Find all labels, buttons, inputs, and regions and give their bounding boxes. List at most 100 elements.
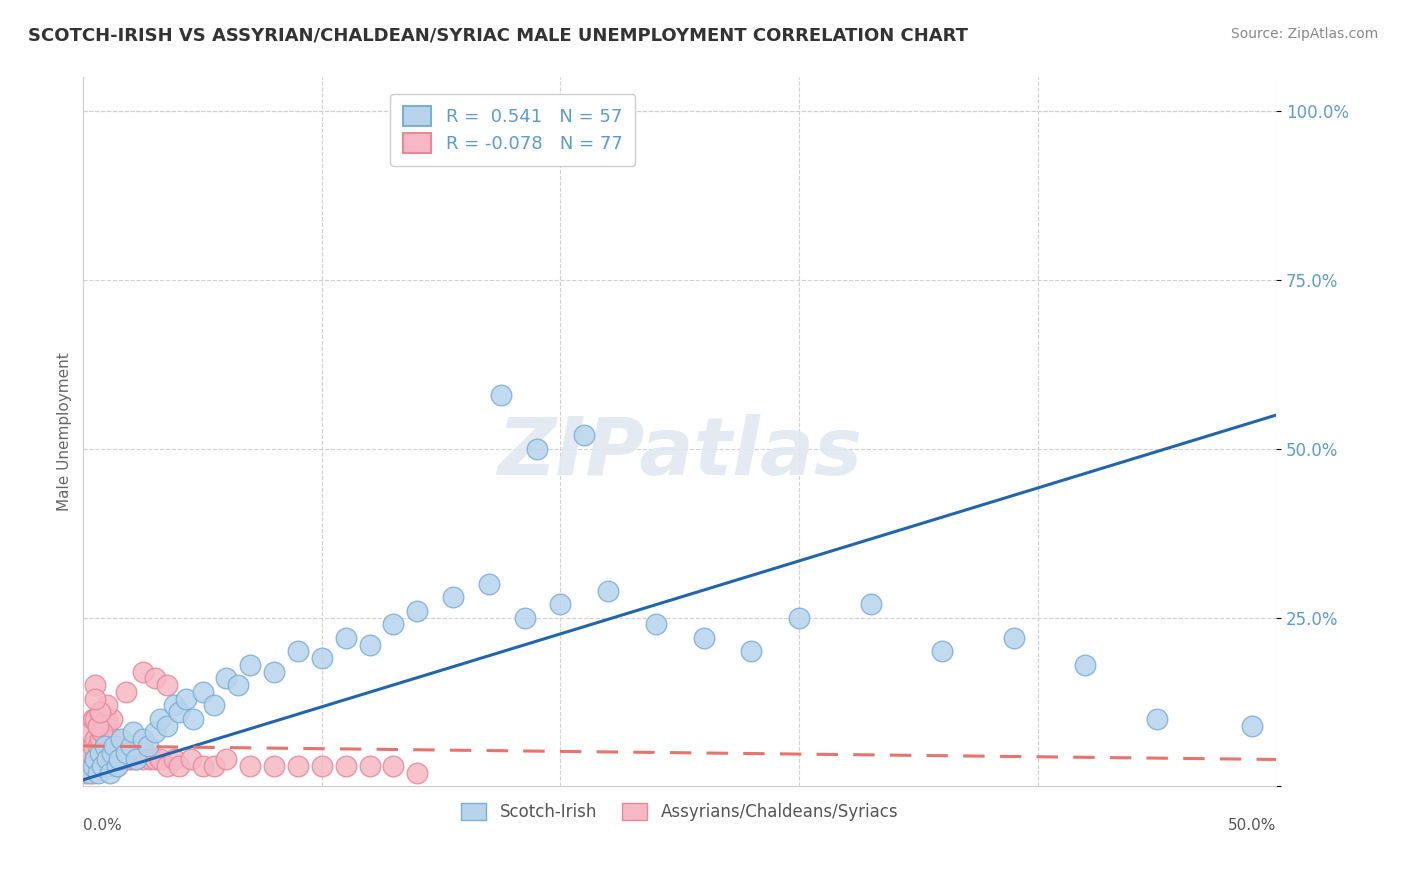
Point	[110, 732, 132, 747]
Point	[311, 651, 333, 665]
Point	[204, 698, 226, 713]
Point	[335, 759, 357, 773]
Point	[174, 691, 197, 706]
Point	[167, 759, 190, 773]
Point	[134, 746, 156, 760]
Point	[859, 597, 882, 611]
Point	[263, 759, 285, 773]
Point	[91, 725, 114, 739]
Point	[156, 719, 179, 733]
Point	[550, 597, 572, 611]
Point	[77, 752, 100, 766]
Point	[86, 766, 108, 780]
Point	[143, 672, 166, 686]
Point	[191, 685, 214, 699]
Point	[96, 698, 118, 713]
Point	[180, 752, 202, 766]
Point	[215, 752, 238, 766]
Point	[108, 752, 131, 766]
Point	[513, 610, 536, 624]
Point	[740, 644, 762, 658]
Point	[105, 759, 128, 773]
Point	[84, 752, 107, 766]
Point	[125, 752, 148, 766]
Point	[86, 719, 108, 733]
Point	[103, 732, 125, 747]
Point	[263, 665, 285, 679]
Point	[103, 752, 125, 766]
Point	[120, 739, 142, 753]
Point	[79, 759, 101, 773]
Point	[84, 712, 107, 726]
Point	[787, 610, 810, 624]
Point	[82, 712, 104, 726]
Point	[228, 678, 250, 692]
Point	[406, 766, 429, 780]
Point	[91, 759, 114, 773]
Point	[96, 752, 118, 766]
Point	[156, 759, 179, 773]
Point	[136, 739, 159, 753]
Y-axis label: Male Unemployment: Male Unemployment	[58, 352, 72, 511]
Point	[117, 752, 139, 766]
Point	[84, 752, 107, 766]
Point	[82, 766, 104, 780]
Point	[191, 759, 214, 773]
Point	[96, 746, 118, 760]
Point	[86, 759, 108, 773]
Point	[239, 657, 262, 672]
Point	[132, 732, 155, 747]
Point	[287, 644, 309, 658]
Point	[94, 752, 117, 766]
Point	[382, 617, 405, 632]
Point	[156, 678, 179, 692]
Point	[1146, 712, 1168, 726]
Point	[163, 752, 186, 766]
Legend: Scotch-Irish, Assyrians/Chaldeans/Syriacs: Scotch-Irish, Assyrians/Chaldeans/Syriac…	[454, 797, 904, 828]
Point	[115, 746, 138, 760]
Point	[120, 739, 142, 753]
Point	[94, 739, 117, 753]
Point	[149, 712, 172, 726]
Point	[84, 678, 107, 692]
Point	[287, 759, 309, 773]
Point	[359, 759, 381, 773]
Point	[163, 698, 186, 713]
Point	[86, 719, 108, 733]
Point	[101, 712, 124, 726]
Point	[79, 725, 101, 739]
Point	[105, 759, 128, 773]
Point	[149, 752, 172, 766]
Point	[96, 712, 118, 726]
Point	[91, 746, 114, 760]
Point	[181, 712, 204, 726]
Text: Source: ZipAtlas.com: Source: ZipAtlas.com	[1230, 27, 1378, 41]
Point	[89, 732, 111, 747]
Point	[204, 759, 226, 773]
Point	[94, 739, 117, 753]
Point	[84, 691, 107, 706]
Point	[1074, 657, 1097, 672]
Point	[86, 739, 108, 753]
Point	[239, 759, 262, 773]
Point	[108, 739, 131, 753]
Point	[382, 759, 405, 773]
Point	[215, 672, 238, 686]
Point	[1002, 631, 1025, 645]
Point	[478, 577, 501, 591]
Point	[96, 732, 118, 747]
Text: 0.0%: 0.0%	[83, 818, 122, 833]
Point	[112, 752, 135, 766]
Point	[122, 725, 145, 739]
Point	[125, 752, 148, 766]
Point	[75, 766, 97, 780]
Point	[110, 746, 132, 760]
Point	[115, 746, 138, 760]
Point	[167, 705, 190, 719]
Point	[406, 604, 429, 618]
Point	[98, 766, 121, 780]
Point	[489, 388, 512, 402]
Point	[931, 644, 953, 658]
Point	[526, 442, 548, 456]
Point	[91, 759, 114, 773]
